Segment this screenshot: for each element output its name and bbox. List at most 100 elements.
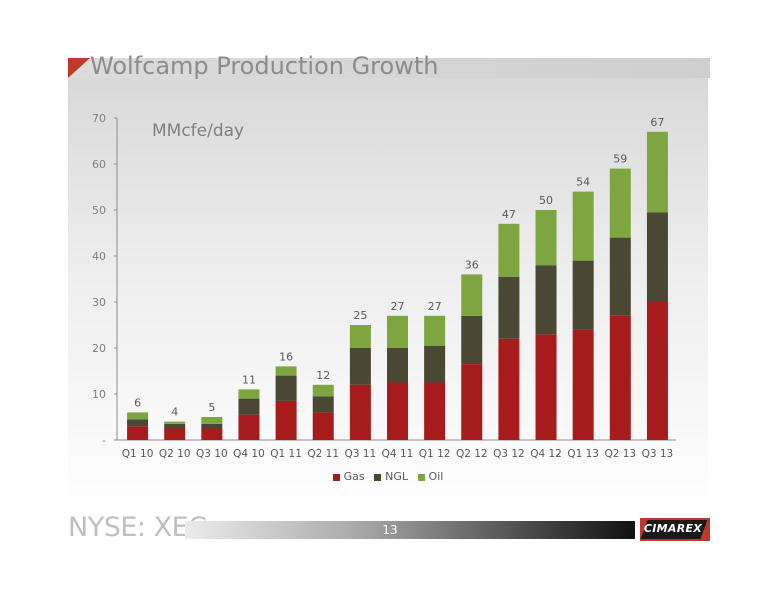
x-tick-label: Q4 11 [382, 448, 414, 460]
unit-label: MMcfe/day [152, 121, 245, 141]
bar-gas [201, 428, 223, 440]
y-tick-label: 70 [92, 112, 106, 125]
bar-total-label: 27 [391, 300, 405, 313]
bar-gas [275, 400, 297, 440]
x-tick-label: Q3 13 [642, 448, 674, 460]
bar-gas [387, 382, 408, 440]
bar-total-label: 6 [134, 396, 141, 409]
legend-swatch-gas [332, 473, 340, 481]
bar-ngl [275, 375, 297, 401]
bar-oil [609, 168, 631, 238]
bar-total-label: 11 [242, 373, 256, 386]
bar-gas [312, 412, 334, 440]
x-tick-label: Q3 10 [196, 448, 228, 460]
legend-item-gas: Gas [332, 470, 365, 483]
bar-total-label: 12 [316, 369, 330, 382]
y-tick-label: 10 [92, 388, 106, 401]
x-tick-label: Q4 12 [530, 448, 562, 460]
bar-oil [461, 274, 483, 316]
bar-ngl [164, 423, 186, 429]
bar-oil [387, 315, 408, 348]
bar-oil [646, 131, 668, 213]
bar-gas [127, 426, 149, 440]
bar-gas [164, 428, 186, 440]
bar-gas [572, 329, 594, 440]
page-number: 13 [382, 523, 398, 537]
y-tick-label: 60 [92, 158, 106, 171]
bar-ngl [312, 396, 334, 413]
bar-ngl [498, 276, 520, 339]
bar-ngl [201, 423, 223, 429]
legend-label-ngl: NGL [385, 470, 409, 483]
legend-item-ngl: NGL [374, 470, 408, 483]
x-tick-label: Q1 12 [419, 448, 451, 460]
bar-ngl [572, 260, 594, 330]
bar-total-label: 16 [279, 350, 293, 363]
x-tick-label: Q3 12 [493, 448, 525, 460]
bar-ngl [646, 212, 668, 302]
bar-total-label: 67 [650, 116, 664, 129]
company-logo: CIMAREX [640, 518, 710, 541]
bar-oil [238, 389, 260, 399]
bar-gas [461, 364, 483, 440]
x-tick-label: Q3 11 [345, 448, 377, 460]
y-tick-label: 30 [92, 296, 106, 309]
bar-oil [127, 412, 149, 420]
x-tick-label: Q1 11 [270, 448, 302, 460]
bar-ngl [238, 398, 260, 415]
x-tick-label: Q2 13 [604, 448, 636, 460]
bar-ngl [609, 237, 631, 316]
bar-oil [572, 191, 594, 261]
y-tick-label: - [102, 434, 106, 447]
title-bar [68, 58, 710, 78]
x-tick-label: Q2 12 [456, 448, 488, 460]
bar-total-label: 4 [171, 406, 178, 419]
legend-swatch-oil [417, 473, 425, 481]
bar-oil [535, 210, 557, 266]
bar-ngl [387, 348, 408, 383]
bar-total-label: 59 [613, 153, 627, 166]
y-tick-label: 20 [92, 342, 106, 355]
bar-oil [312, 384, 334, 397]
x-tick-label: Q2 10 [159, 448, 191, 460]
bar-total-label: 54 [576, 176, 590, 189]
bar-total-label: 50 [539, 194, 553, 207]
bar-oil [164, 421, 186, 424]
x-tick-label: Q1 10 [122, 448, 154, 460]
slide-background [68, 78, 708, 518]
bar-gas [535, 334, 557, 440]
bar-oil [349, 325, 371, 348]
footer-bar [185, 521, 635, 539]
x-tick-label: Q2 11 [307, 448, 339, 460]
bar-oil [424, 315, 446, 346]
bar-ngl [424, 345, 446, 383]
bar-gas [349, 384, 371, 440]
bar-gas [609, 315, 631, 440]
x-tick-label: Q4 10 [233, 448, 265, 460]
title-accent-mark [68, 58, 90, 78]
bar-oil [275, 366, 297, 376]
legend: Gas NGL Oil [0, 470, 776, 483]
bar-total-label: 47 [502, 208, 516, 221]
legend-label-gas: Gas [343, 470, 365, 483]
bar-oil [498, 223, 520, 277]
bar-gas [424, 382, 446, 440]
legend-swatch-ngl [374, 473, 382, 481]
bar-oil [201, 417, 223, 424]
bar-ngl [535, 265, 557, 335]
logo-text: CIMAREX [643, 522, 703, 535]
slide-title: Wolfcamp Production Growth [90, 52, 439, 80]
footer-ticker: NYSE: XEC [68, 512, 207, 543]
bar-total-label: 5 [208, 401, 215, 414]
bar-gas [498, 338, 520, 440]
bar-ngl [127, 419, 149, 427]
legend-item-oil: Oil [417, 470, 443, 483]
y-tick-label: 50 [92, 204, 106, 217]
bar-gas [238, 414, 260, 440]
bar-gas [646, 302, 668, 440]
x-tick-label: Q1 13 [567, 448, 599, 460]
bar-total-label: 36 [465, 258, 479, 271]
bar-ngl [461, 315, 483, 365]
bar-total-label: 27 [428, 300, 442, 313]
